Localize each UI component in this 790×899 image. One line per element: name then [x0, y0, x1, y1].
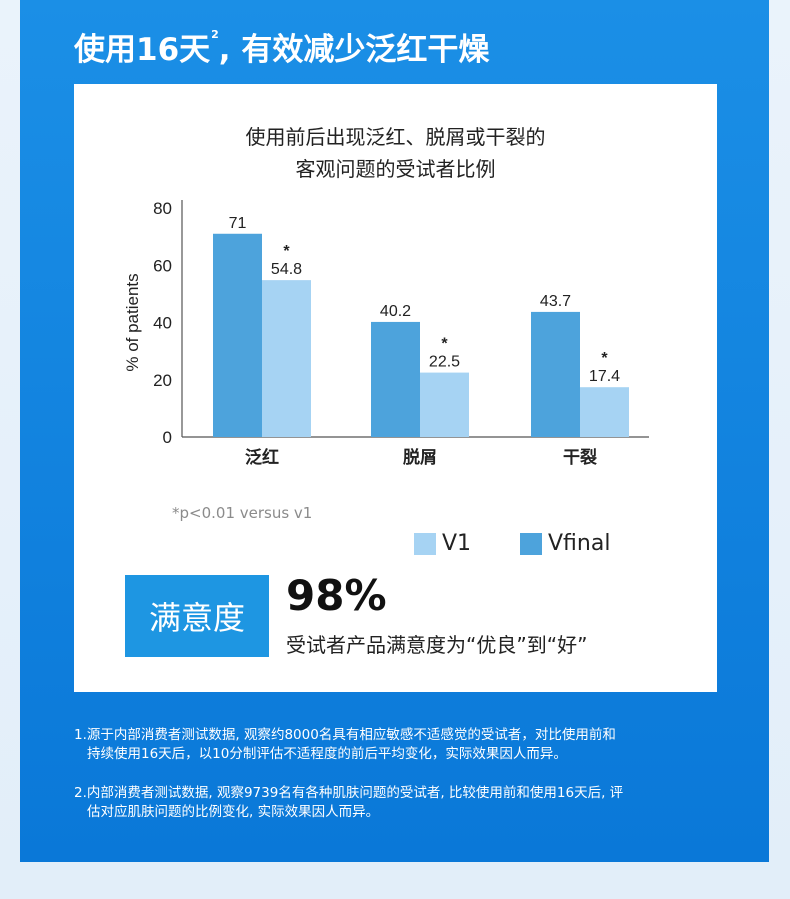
satisfaction-percent: 98%: [286, 571, 387, 620]
y-tick-label: 80: [153, 199, 172, 218]
significance-marker: *: [441, 336, 448, 353]
data-label: 43.7: [540, 293, 571, 310]
footnote-1-line-1: 1.源于内部消费者测试数据, 观察约8000名具有相应敏感不适感觉的受试者，对比…: [74, 727, 616, 743]
footnote-1-line-2: 持续使用16天后，以10分制评估不适程度的前后平均变化，实际效果因人而异。: [87, 746, 567, 762]
significance-marker: *: [283, 243, 290, 260]
satisfaction-label-box: 满意度: [125, 575, 269, 657]
data-label: 40.2: [380, 303, 411, 320]
legend-swatch-vfinal: [520, 532, 542, 555]
significance-marker: *: [601, 350, 608, 367]
bar: [531, 311, 580, 437]
headline-footnote-ref: 2: [211, 28, 219, 41]
x-tick-label: 干裂: [563, 447, 597, 468]
headline-text: 使用16天: [74, 32, 211, 68]
bar: [420, 372, 469, 437]
satisfaction-description: 受试者产品满意度为“优良”到“好”: [286, 633, 588, 657]
footnote-2-line-1: 2.内部消费者测试数据, 观察9739名有各种肌肤问题的受试者, 比较使用前和使…: [74, 785, 624, 801]
bar: [371, 321, 420, 437]
chart-card: 使用前后出现泛红、脱屑或干裂的 客观问题的受试者比例 0 20 40 60 80 % of…: [74, 84, 717, 692]
bar: [580, 387, 629, 437]
y-tick-label: 20: [153, 371, 172, 390]
bar: [262, 280, 311, 437]
y-axis-label: % of patients: [123, 273, 142, 371]
significance-footnote: *p<0.01 versus v1: [172, 504, 313, 522]
y-tick-label: 60: [153, 256, 172, 275]
chart-title-line-1: 使用前后出现泛红、脱屑或干裂的: [245, 125, 546, 149]
data-label: 71: [229, 215, 247, 232]
footnotes: 1.源于内部消费者测试数据, 观察约8000名具有相应敏感不适感觉的受试者，对比…: [74, 726, 724, 842]
data-label: 54.8: [271, 261, 302, 278]
headline-rest: , 有效减少泛红干燥: [218, 32, 490, 68]
footnote-1: 1.源于内部消费者测试数据, 观察约8000名具有相应敏感不适感觉的受试者，对比…: [74, 726, 724, 764]
data-label: 22.5: [429, 354, 460, 371]
data-label: 17.4: [589, 368, 620, 385]
legend-label-vfinal: Vfinal: [548, 531, 611, 556]
y-tick-label: 40: [153, 314, 172, 333]
legend-item-vfinal: Vfinal: [520, 531, 610, 556]
page-headline: 使用16天2, 有效减少泛红干燥: [74, 24, 489, 69]
chart-title: 使用前后出现泛红、脱屑或干裂的 客观问题的受试者比例: [74, 121, 717, 185]
footnote-2-line-2: 估对应肌肤问题的比例变化, 实际效果因人而异。: [87, 804, 380, 820]
chart-title-line-2: 客观问题的受试者比例: [295, 157, 496, 181]
footnote-2: 2.内部消费者测试数据, 观察9739名有各种肌肤问题的受试者, 比较使用前和使…: [74, 784, 724, 822]
legend-label-v1: V1: [442, 531, 472, 556]
bar: [213, 233, 262, 437]
y-tick-label: 0: [163, 428, 172, 447]
x-tick-label: 泛红: [245, 447, 279, 468]
legend-swatch-v1: [414, 532, 436, 555]
x-tick-label: 脱屑: [403, 447, 437, 468]
legend-item-v1: V1: [414, 531, 471, 556]
